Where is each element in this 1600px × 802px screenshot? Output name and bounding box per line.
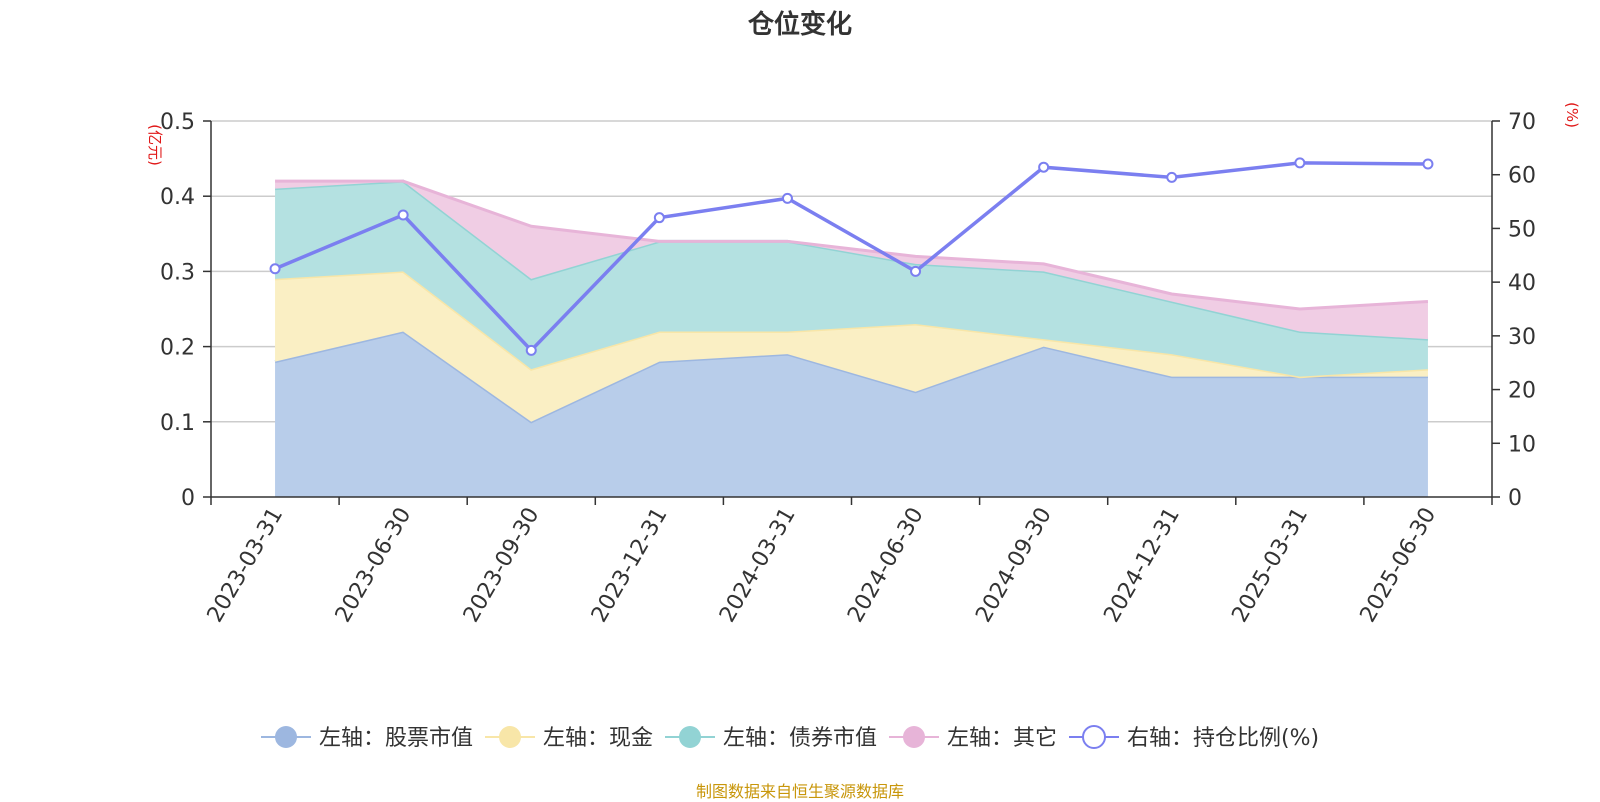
left-axis-tick-label: 0.2 (160, 336, 195, 361)
line-point (525, 344, 537, 356)
legend-label: 左轴：股票市值 (319, 726, 473, 751)
area-edge-左轴：其它 (275, 179, 1429, 311)
right-axis-tick-label: 50 (1508, 217, 1536, 242)
legend-label: 左轴：现金 (543, 726, 653, 751)
legend-marker (1082, 725, 1106, 749)
x-axis-tick-label: 2023-03-31 (203, 504, 289, 627)
left-axis-tick-label: 0.4 (160, 185, 195, 210)
x-axis-tick-label: 2024-09-30 (971, 504, 1057, 627)
line-point (781, 192, 793, 204)
right-axis-tick-label: 30 (1508, 325, 1536, 350)
left-axis-tick-label: 0.5 (160, 110, 195, 135)
right-axis-tick-label: 10 (1508, 432, 1536, 457)
x-axis-tick-label: 2025-06-30 (1356, 504, 1442, 627)
legend-marker (499, 726, 521, 748)
area-左轴：债券市值 (275, 181, 1428, 377)
right-axis-tick-label: 40 (1508, 271, 1536, 296)
right-axis-tick-label: 70 (1508, 110, 1536, 135)
line-右轴：持仓比例(%) (274, 161, 1428, 353)
line-point (1166, 171, 1178, 183)
x-axis-tick-label: 2023-06-30 (331, 504, 417, 627)
legend: 左轴：股票市值 左轴：现金 左轴：债券市值 左轴：其它 右轴：持仓比例(%) (261, 725, 1319, 751)
left-axis-tick-label: 0.1 (160, 411, 195, 436)
legend-label: 左轴：债券市值 (723, 726, 877, 751)
stacked-areas (274, 179, 1429, 497)
left-axis-unit: (亿元) (146, 124, 164, 166)
area-左轴：股票市值 (275, 331, 1428, 497)
position-ratio-line (269, 157, 1434, 356)
x-axis-tick-label: 2024-12-31 (1099, 504, 1185, 627)
line-point (269, 263, 281, 275)
line-point (1294, 157, 1306, 169)
legend-marker (275, 726, 297, 748)
legend-label: 左轴：其它 (947, 726, 1057, 751)
line-point (1422, 158, 1434, 170)
right-axis-tick-label: 20 (1508, 379, 1536, 404)
legend-item: 左轴：现金 (485, 726, 653, 751)
x-axis-tick-label: 2025-03-31 (1227, 504, 1313, 627)
chart-title: 仓位变化 (747, 9, 852, 40)
legend-marker (679, 726, 701, 748)
legend-marker (903, 726, 925, 748)
area-左轴：其它 (275, 181, 1428, 340)
line-point (1038, 161, 1050, 173)
legend-item: 左轴：其它 (889, 726, 1057, 751)
left-axis-tick-label: 0.3 (160, 260, 195, 285)
x-axis-tick-label: 2024-06-30 (843, 504, 929, 627)
line-point (910, 265, 922, 277)
data-source-note: 制图数据来自恒生聚源数据库 (695, 782, 904, 801)
x-axis-tick-label: 2023-09-30 (459, 504, 545, 627)
area-左轴：现金 (275, 271, 1428, 422)
legend-item: 左轴：债券市值 (665, 726, 877, 751)
legend-item: 右轴：持仓比例(%) (1069, 725, 1319, 751)
x-axis-tick-label: 2023-12-31 (587, 504, 673, 627)
right-axis-tick-label: 0 (1508, 486, 1522, 511)
legend-item: 左轴：股票市值 (261, 726, 473, 751)
line-point (397, 209, 409, 221)
right-axis-unit: (%) (1563, 102, 1581, 128)
right-axis-tick-label: 60 (1508, 164, 1536, 189)
legend-label: 右轴：持仓比例(%) (1127, 726, 1319, 751)
line-point (653, 212, 665, 224)
left-axis-tick-label: 0 (181, 486, 195, 511)
x-axis-tick-label: 2024-03-31 (715, 504, 801, 627)
